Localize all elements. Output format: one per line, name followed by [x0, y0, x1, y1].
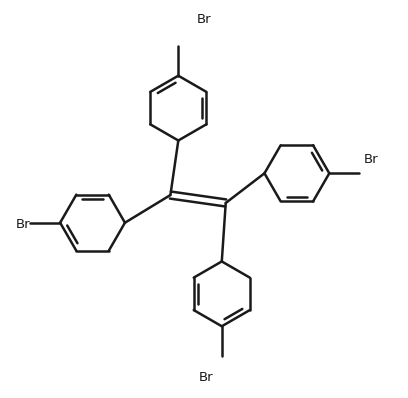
Text: Br: Br	[197, 13, 211, 26]
Text: Br: Br	[16, 218, 30, 231]
Text: Br: Br	[364, 153, 379, 166]
Text: Br: Br	[199, 371, 213, 384]
